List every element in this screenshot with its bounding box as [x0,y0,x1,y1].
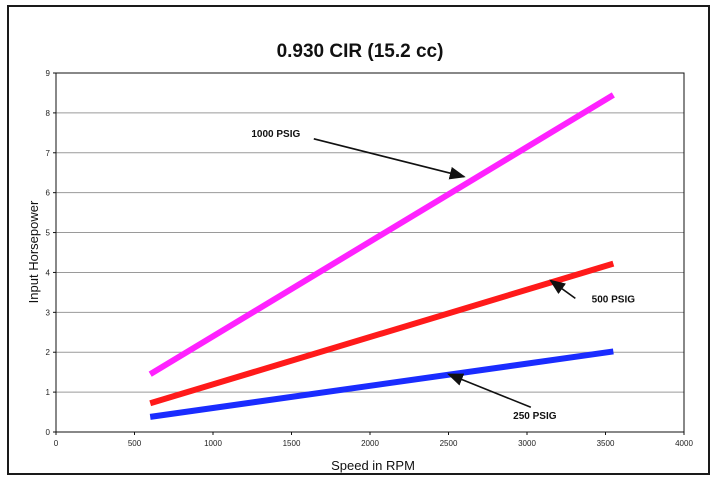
y-tick-label-4: 4 [46,268,51,277]
annotation-arrow-2 [447,373,532,408]
x-axis-title: Speed in RPM [331,458,415,473]
x-tick-label-2: 1000 [204,439,222,448]
x-tick-label-5: 2500 [440,439,458,448]
y-tick-label-7: 7 [46,149,51,158]
y-tick-label-2: 2 [46,348,51,357]
series-line-0 [148,92,615,377]
x-tick-label-3: 1500 [283,439,301,448]
chart-frame [7,5,710,475]
x-tick-label-8: 4000 [675,439,693,448]
y-axis-title: Input Horsepower [26,200,41,303]
y-tick-label-3: 3 [46,308,51,317]
y-tick-label-8: 8 [46,109,51,118]
annotation-arrow-0 [313,138,466,180]
chart-title: 0.930 CIR (15.2 cc) [277,41,444,62]
y-tick-label-9: 9 [46,69,51,78]
x-tick-label-6: 3000 [518,439,536,448]
x-tick-label-7: 3500 [597,439,615,448]
y-tick-label-0: 0 [46,428,51,437]
series-label-2: 250 PSIG [513,411,557,422]
y-tick-label-5: 5 [46,229,51,238]
x-tick-label-1: 500 [128,439,142,448]
plot-area [55,72,685,433]
y-tick-label-6: 6 [46,189,51,198]
x-tick-label-4: 2000 [361,439,379,448]
series-line-1 [149,260,615,407]
x-tick-label-0: 0 [54,439,59,448]
series-label-0: 1000 PSIG [251,129,300,140]
y-tick-label-1: 1 [46,388,51,397]
series-label-1: 500 PSIG [592,294,636,305]
annotation-arrow-1 [549,279,576,300]
series-line-2 [149,348,614,420]
